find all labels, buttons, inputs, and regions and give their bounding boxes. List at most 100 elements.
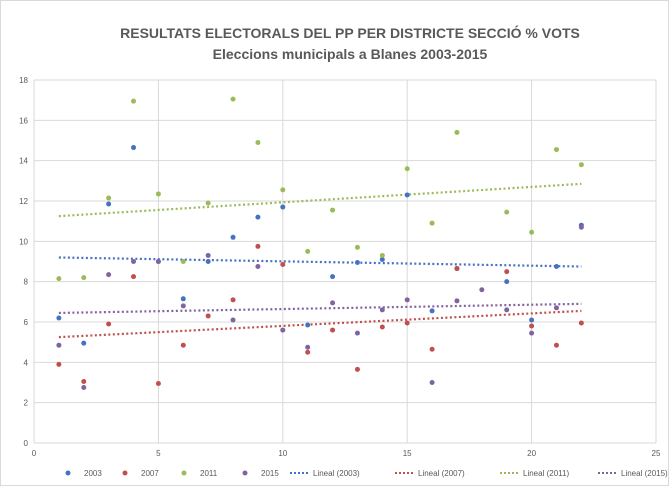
data-point [504, 209, 510, 215]
data-point [553, 305, 559, 311]
x-tick-label: 0 [32, 449, 37, 458]
data-point [131, 274, 137, 280]
trendline [58, 309, 582, 339]
data-point [330, 274, 336, 280]
legend-label: 2015 [261, 469, 279, 478]
trendlines [58, 182, 582, 339]
data-point [230, 234, 236, 240]
data-point [180, 296, 186, 302]
data-point [180, 342, 186, 348]
data-point [454, 266, 460, 272]
data-point [379, 252, 385, 258]
gridlines [33, 79, 657, 444]
data-point [529, 330, 535, 336]
trendline [58, 182, 582, 218]
y-tick-label: 0 [24, 439, 29, 448]
data-point [354, 366, 360, 372]
data-point [280, 187, 286, 193]
data-point [106, 321, 112, 327]
y-tick-label: 14 [19, 157, 28, 166]
data-point [56, 361, 62, 367]
data-point [404, 166, 410, 172]
data-point [131, 145, 137, 151]
legend-label: 2003 [84, 469, 102, 478]
legend-label: Lineal (2015) [621, 469, 668, 478]
data-point [379, 324, 385, 330]
data-point [553, 147, 559, 153]
y-tick-label: 4 [24, 358, 29, 367]
chart-title: RESULTATS ELECTORALS DEL PP PER DISTRICT… [120, 24, 580, 41]
data-point [255, 214, 261, 220]
legend-marker [181, 470, 187, 476]
legend-marker [122, 470, 128, 476]
data-point [305, 248, 311, 254]
data-point [56, 276, 62, 282]
data-point [330, 327, 336, 333]
data-point [529, 323, 535, 329]
data-point [578, 224, 584, 230]
legend-label: Lineal (2011) [523, 469, 569, 478]
data-point [305, 344, 311, 350]
data-point [255, 243, 261, 249]
data-point [379, 307, 385, 313]
x-tick-label: 15 [403, 449, 412, 458]
data-point [454, 129, 460, 135]
data-point [379, 256, 385, 262]
legend: 2003 2007 2011 2015 Lineal (2003) Lineal (200… [65, 469, 668, 478]
data-point [205, 259, 211, 264]
data-point [504, 279, 510, 285]
data-point [230, 317, 236, 323]
data-point [205, 313, 211, 319]
y-tick-label: 8 [24, 278, 29, 287]
data-point [56, 342, 62, 348]
data-point [106, 195, 112, 201]
legend-label: 2007 [141, 469, 159, 478]
data-point [354, 244, 360, 250]
data-point [529, 229, 535, 235]
data-point [106, 201, 112, 207]
x-tick-label: 20 [527, 449, 536, 458]
legend-marker [242, 470, 248, 476]
data-point [81, 340, 87, 346]
data-point [280, 204, 286, 210]
data-point [131, 259, 137, 264]
data-point [404, 320, 410, 326]
data-point [81, 385, 87, 391]
data-point [255, 140, 261, 146]
data-points [56, 96, 584, 391]
data-point [429, 220, 435, 226]
data-point [81, 275, 87, 281]
data-point [155, 259, 161, 264]
data-point [529, 317, 535, 323]
data-point [429, 308, 435, 314]
y-tick-label: 2 [24, 399, 29, 408]
x-tick-label: 10 [278, 449, 287, 458]
data-point [354, 330, 360, 336]
data-point [404, 297, 410, 303]
data-point [454, 298, 460, 304]
x-tick-label: 5 [156, 449, 161, 458]
data-point [205, 200, 211, 206]
data-point [354, 260, 360, 266]
data-point [131, 98, 137, 104]
legend-marker [65, 470, 71, 476]
y-tick-label: 6 [24, 318, 29, 327]
y-tick-label: 16 [19, 116, 28, 125]
data-point [106, 272, 112, 278]
data-point [429, 346, 435, 352]
y-tick-label: 10 [19, 237, 28, 246]
x-tick-label: 25 [652, 449, 661, 458]
data-point [305, 322, 311, 328]
data-point [230, 96, 236, 102]
data-point [56, 315, 62, 321]
data-point [504, 269, 510, 275]
data-point [180, 259, 186, 264]
data-point [553, 342, 559, 348]
data-point [504, 307, 510, 313]
data-point [180, 303, 186, 309]
data-point [205, 252, 211, 258]
data-point [255, 264, 261, 270]
data-point [330, 207, 336, 213]
data-point [155, 191, 161, 197]
